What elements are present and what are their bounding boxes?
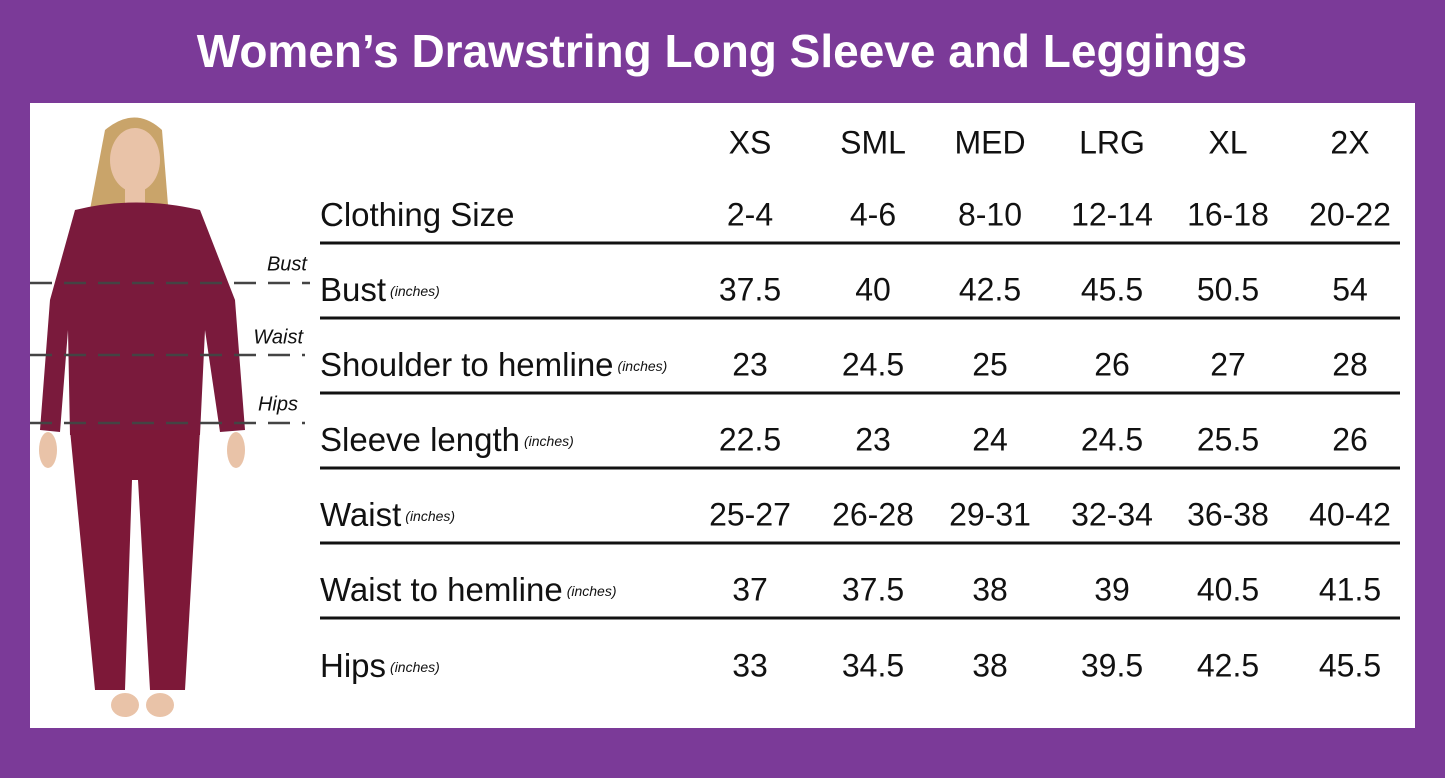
cell-value: 36-38 xyxy=(1187,496,1269,532)
row-label: Bust (inches) xyxy=(320,271,440,308)
row-label: Shoulder to hemline (inches) xyxy=(320,346,667,383)
row-label: Clothing Size xyxy=(320,196,514,233)
cell-value: 12-14 xyxy=(1071,196,1153,232)
row-unit: (inches) xyxy=(390,659,440,675)
cell-value: 24 xyxy=(972,421,1008,457)
row-label-text: Bust xyxy=(320,271,386,308)
cell-value: 24.5 xyxy=(842,346,904,382)
cell-value: 38 xyxy=(972,647,1008,683)
cell-value: 40.5 xyxy=(1197,571,1259,607)
cell-value: 33 xyxy=(732,647,768,683)
size-header: XS xyxy=(729,124,772,160)
cell-value: 4-6 xyxy=(850,196,896,232)
cell-value: 42.5 xyxy=(1197,647,1259,683)
row-label-text: Waist to hemline xyxy=(320,571,563,608)
cell-value: 22.5 xyxy=(719,421,781,457)
cell-value: 50.5 xyxy=(1197,271,1259,307)
cell-value: 23 xyxy=(855,421,891,457)
cell-value: 32-34 xyxy=(1071,496,1153,532)
row-unit: (inches) xyxy=(405,508,455,524)
model-figure xyxy=(39,117,245,717)
cell-value: 39.5 xyxy=(1081,647,1143,683)
title: Women’s Drawstring Long Sleeve and Leggi… xyxy=(197,25,1248,77)
cell-value: 25 xyxy=(972,346,1008,382)
size-header: MED xyxy=(954,124,1025,160)
cell-value: 23 xyxy=(732,346,768,382)
cell-value: 29-31 xyxy=(949,496,1031,532)
cell-value: 8-10 xyxy=(958,196,1022,232)
row-unit: (inches) xyxy=(567,583,617,599)
cell-value: 26-28 xyxy=(832,496,914,532)
cell-value: 28 xyxy=(1332,346,1368,382)
cell-value: 16-18 xyxy=(1187,196,1269,232)
row-label-text: Clothing Size xyxy=(320,196,514,233)
cell-value: 45.5 xyxy=(1319,647,1381,683)
size-header: 2X xyxy=(1330,124,1369,160)
panel xyxy=(30,103,1415,728)
cell-value: 25-27 xyxy=(709,496,791,532)
cell-value: 37 xyxy=(732,571,768,607)
figure-label: Bust xyxy=(267,253,308,275)
row-label: Waist (inches) xyxy=(320,496,455,533)
row-label-text: Shoulder to hemline xyxy=(320,346,614,383)
cell-value: 34.5 xyxy=(842,647,904,683)
row-label-text: Sleeve length xyxy=(320,421,520,458)
figure-label: Waist xyxy=(253,326,304,348)
row-label: Waist to hemline (inches) xyxy=(320,571,617,608)
size-header: SML xyxy=(840,124,906,160)
cell-value: 37.5 xyxy=(719,271,781,307)
cell-value: 27 xyxy=(1210,346,1246,382)
cell-value: 20-22 xyxy=(1309,196,1391,232)
cell-value: 24.5 xyxy=(1081,421,1143,457)
cell-value: 26 xyxy=(1332,421,1368,457)
row-label-text: Hips xyxy=(320,647,386,684)
row-unit: (inches) xyxy=(390,283,440,299)
cell-value: 2-4 xyxy=(727,196,773,232)
row-unit: (inches) xyxy=(524,433,574,449)
cell-value: 42.5 xyxy=(959,271,1021,307)
row-label-text: Waist xyxy=(320,496,401,533)
cell-value: 25.5 xyxy=(1197,421,1259,457)
cell-value: 45.5 xyxy=(1081,271,1143,307)
cell-value: 54 xyxy=(1332,271,1368,307)
cell-value: 40-42 xyxy=(1309,496,1391,532)
measure-lines xyxy=(30,281,310,425)
cell-value: 40 xyxy=(855,271,891,307)
row-label: Sleeve length (inches) xyxy=(320,421,574,458)
cell-value: 38 xyxy=(972,571,1008,607)
cell-value: 39 xyxy=(1094,571,1130,607)
row-unit: (inches) xyxy=(618,358,668,374)
cell-value: 37.5 xyxy=(842,571,904,607)
cell-value: 26 xyxy=(1094,346,1130,382)
figure-label: Hips xyxy=(258,393,298,415)
row-label: Hips (inches) xyxy=(320,647,440,684)
size-header: LRG xyxy=(1079,124,1145,160)
cell-value: 41.5 xyxy=(1319,571,1381,607)
size-header: XL xyxy=(1208,124,1247,160)
